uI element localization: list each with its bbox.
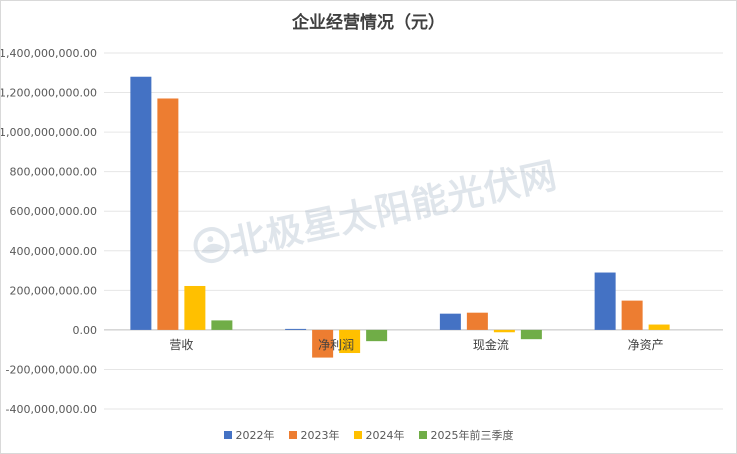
- legend-swatch: [223, 431, 232, 439]
- x-category-label: 现金流: [473, 337, 509, 352]
- bar: [130, 76, 152, 330]
- legend-label: 2024年: [365, 429, 405, 442]
- legend-swatch: [353, 431, 362, 439]
- y-tick-label: 600,000,000.00: [10, 205, 97, 218]
- x-axis-category-labels: 营收 净利润 现金流 净资产: [169, 337, 663, 352]
- bar: [439, 313, 461, 330]
- legend-label: 2025年前三季度: [430, 429, 514, 442]
- bar: [339, 329, 361, 354]
- bar: [648, 324, 670, 330]
- bar: [520, 329, 542, 340]
- y-tick-label: 400,000,000.00: [10, 245, 97, 258]
- y-tick-label: 1,200,000,000.00: [1, 87, 97, 100]
- y-tick-label: 800,000,000.00: [10, 166, 97, 179]
- legend-label: 2023年: [300, 429, 340, 442]
- y-tick-label: 200,000,000.00: [10, 284, 97, 297]
- bar: [493, 329, 515, 333]
- chart-legend: 2022年 2023年 2024年 2025年前三季度: [1, 427, 736, 443]
- bar: [621, 300, 643, 330]
- legend-item: 2023年: [288, 427, 340, 443]
- x-category-label: 净利润: [318, 338, 354, 352]
- x-category-label: 营收: [169, 338, 193, 352]
- legend-label: 2022年: [235, 429, 275, 442]
- bar: [184, 285, 206, 330]
- grid-lines: [104, 52, 723, 410]
- y-tick-label: 0.00: [73, 324, 98, 337]
- y-tick-label: -400,000,000.00: [6, 403, 97, 416]
- legend-swatch: [418, 431, 427, 439]
- bar: [211, 320, 233, 330]
- bar-series: [130, 76, 670, 358]
- bar: [466, 312, 488, 330]
- y-tick-label: -200,000,000.00: [6, 363, 97, 376]
- y-axis-tick-labels: 1,400,000,000.00 1,200,000,000.00 1,000,00…: [1, 47, 97, 416]
- bar: [312, 329, 334, 358]
- bar: [285, 328, 307, 330]
- y-tick-label: 1,400,000,000.00: [1, 47, 97, 60]
- legend-item: 2022年: [223, 427, 275, 443]
- x-category-label: 净资产: [628, 338, 664, 352]
- legend-swatch: [288, 431, 297, 439]
- bar: [366, 329, 388, 342]
- legend-item: 2025年前三季度: [418, 427, 514, 443]
- bar: [594, 272, 616, 330]
- y-tick-label: 1,000,000,000.00: [1, 126, 97, 139]
- legend-item: 2024年: [353, 427, 405, 443]
- chart-title: 企业经营情况（元）: [292, 13, 445, 33]
- bar: [157, 98, 179, 330]
